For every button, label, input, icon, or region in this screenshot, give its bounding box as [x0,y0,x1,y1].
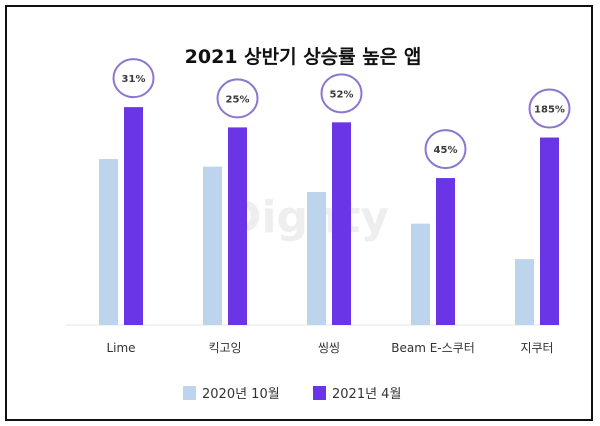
bar-2020-씽씽 [307,192,326,325]
annotation-label-씽씽: 52% [330,89,354,100]
annotation-circle-lime [112,58,155,99]
annotation-label-지쿠터: 185% [534,105,565,116]
category-labels: Lime 킥고잉 씽씽 Beam E-스쿠터 지쿠터 [106,341,553,355]
bar-2021-씽씽 [332,122,351,325]
category-label-씽씽: 씽씽 [318,341,340,355]
annotation-label-beam-e-스쿠터: 45% [434,145,458,156]
legend: 2020년 10월 2021년 4월 [183,386,401,402]
category-label-beam-e-스쿠터: Beam E-스쿠터 [391,341,475,355]
annotation-label-lime: 31% [122,74,146,85]
category-label-킥고잉: 킥고잉 [208,341,241,355]
annotations-group: 31% 25% 52% 45% 185% [112,58,571,170]
chart-title: 2021 상반기 상승률 높은 앱 [185,46,422,68]
legend-swatch-2020 [183,386,196,400]
legend-label-2021: 2021년 4월 [332,387,401,402]
annotation-label-킥고잉: 25% [226,94,250,105]
bar-2020-킥고잉 [203,166,222,325]
annotation-circle-beam-e-스쿠터 [424,129,467,170]
annotation-circle-킥고잉 [216,78,259,119]
chart-frame: Dighty 2021 상반기 상승률 높은 앱 31%25%52%45%185… [5,5,593,421]
bar-2021-lime [124,107,143,325]
bar-2021-지쿠터 [540,137,559,325]
bar-2020-lime [99,159,118,325]
bar-2020-beam-e-스쿠터 [411,223,430,325]
legend-swatch-2021 [313,386,326,400]
category-label-lime: Lime [106,341,135,355]
bars-group [99,107,559,326]
category-label-지쿠터: 지쿠터 [520,341,553,355]
bar-2021-킥고잉 [228,127,247,326]
bar-2020-지쿠터 [515,259,534,325]
legend-label-2020: 2020년 10월 [202,387,280,402]
annotation-circle-지쿠터 [528,88,571,129]
bar-2021-beam-e-스쿠터 [436,178,455,325]
bar-chart: Dighty 2021 상반기 상승률 높은 앱 31%25%52%45%185… [65,46,571,402]
annotation-circle-씽씽 [320,73,363,114]
